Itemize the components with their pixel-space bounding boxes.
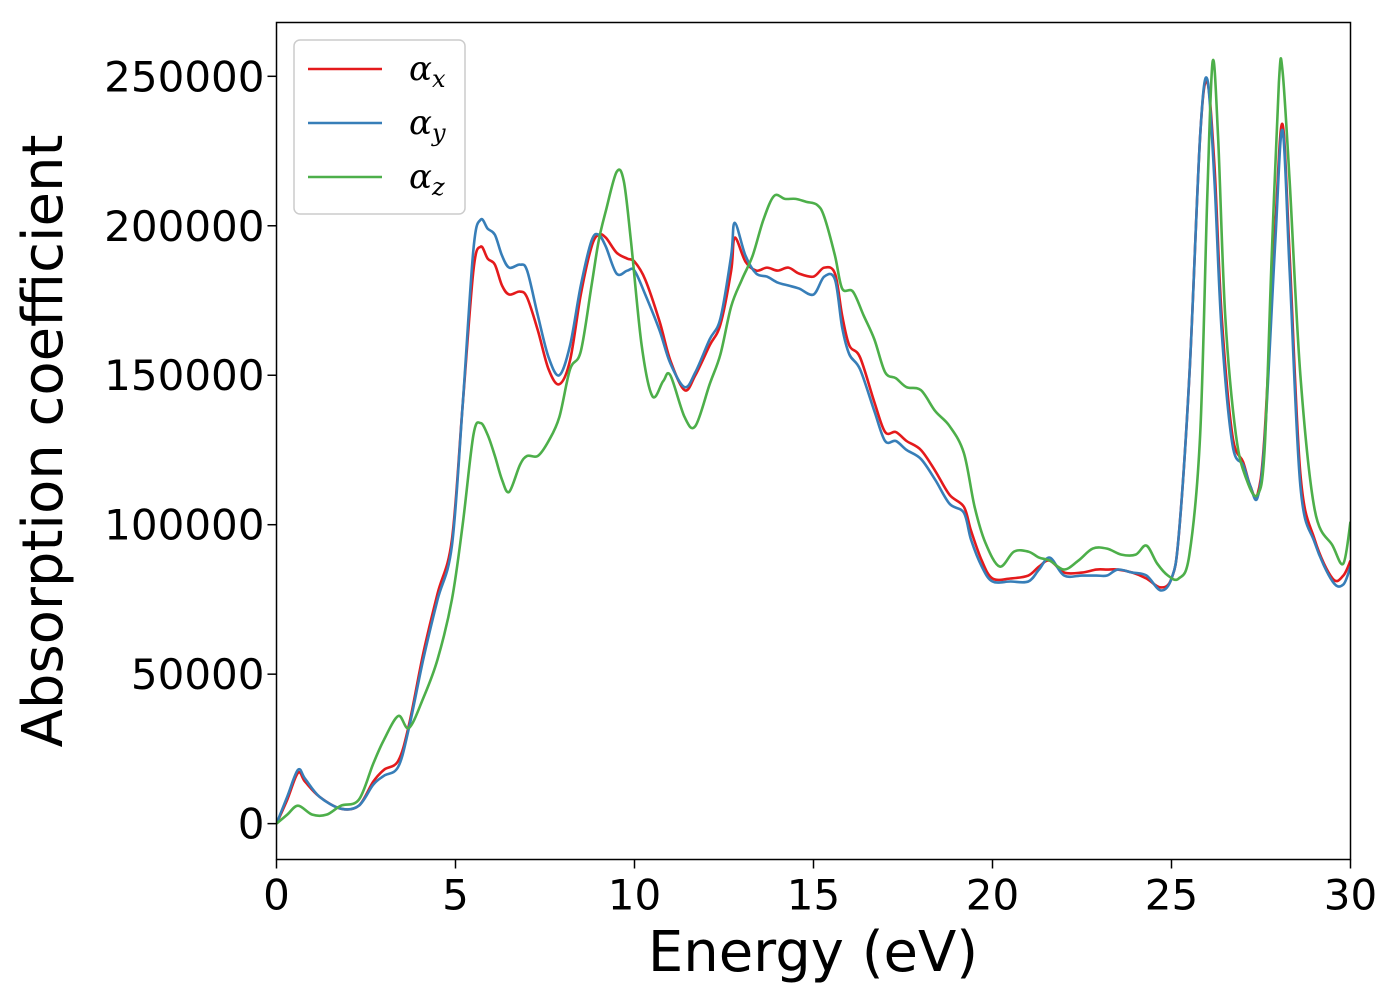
x-axis-ticks: 0 5 10 15 20 25 30 (263, 859, 1377, 920)
series-line-y (276, 76, 1351, 825)
legend-label-z: αz (409, 157, 445, 201)
x-tick-label: 15 (787, 871, 840, 920)
legend-box (293, 39, 466, 215)
legend-label-y: αy (409, 103, 446, 147)
x-tick-label: 30 (1324, 871, 1377, 920)
y-tick-label: 200000 (104, 202, 264, 251)
y-axis-ticks: 0 50000 100000 150000 200000 250000 (104, 52, 277, 849)
y-tick-label: 250000 (104, 52, 264, 101)
x-axis-title: Energy (eV) (648, 920, 978, 985)
x-tick-label: 0 (263, 871, 290, 920)
y-tick-label: 100000 (104, 501, 264, 550)
x-tick-label: 20 (966, 871, 1019, 920)
legend: αx αy αz (293, 39, 466, 215)
legend-label-x: αx (409, 49, 446, 93)
y-tick-label: 0 (238, 800, 265, 849)
x-tick-label: 10 (608, 871, 661, 920)
y-tick-label: 150000 (104, 351, 264, 400)
series-layer (276, 57, 1351, 825)
series-line-z (276, 57, 1351, 825)
y-tick-label: 50000 (131, 650, 265, 699)
x-tick-label: 5 (442, 871, 469, 920)
y-axis-title: Absorption coefficient (11, 135, 76, 748)
x-tick-label: 25 (1145, 871, 1198, 920)
